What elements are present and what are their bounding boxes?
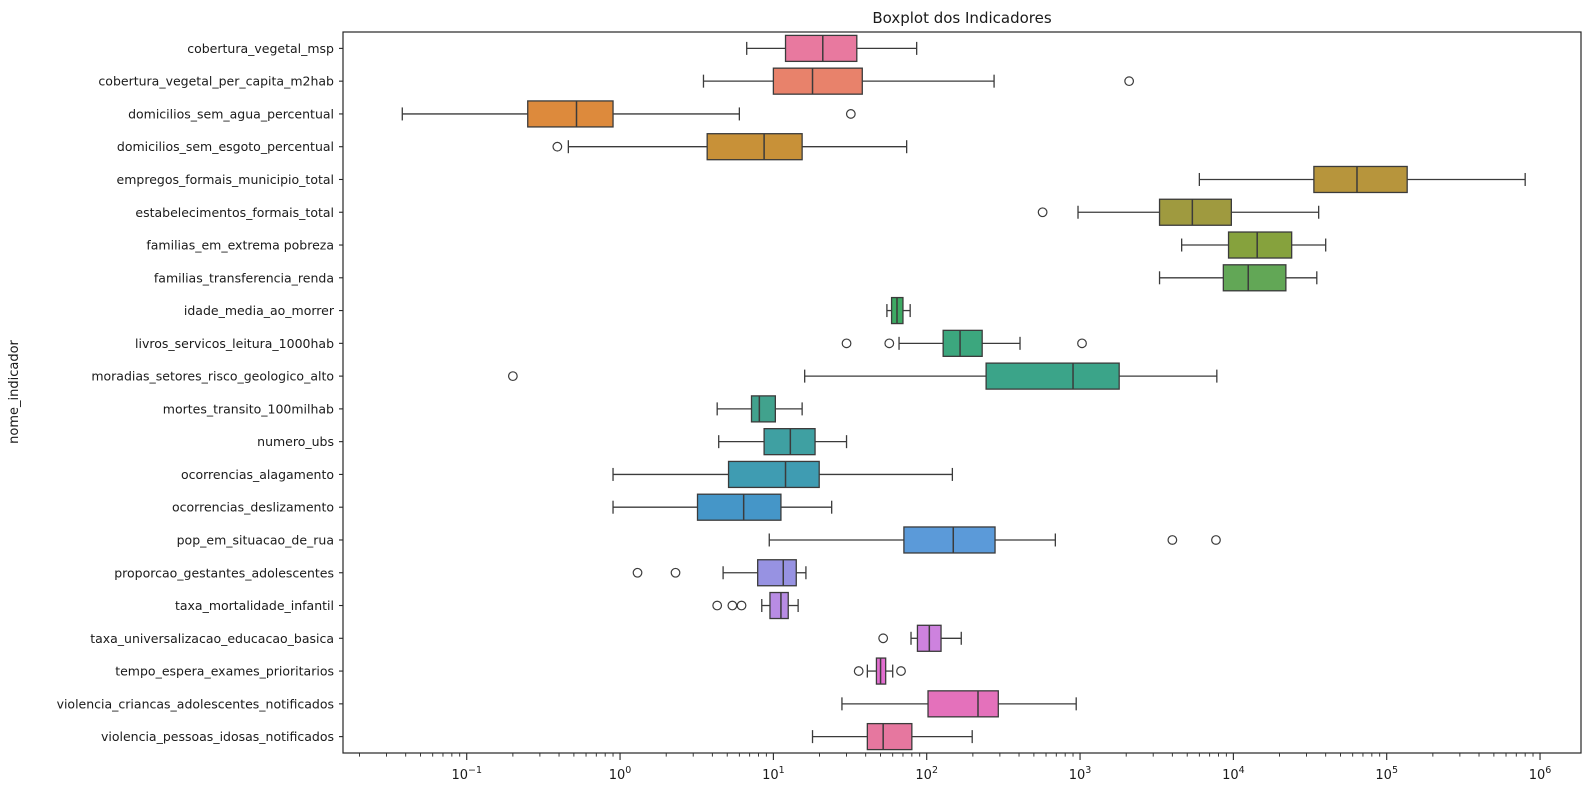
- x-tick-exponent: 6: [1545, 765, 1551, 776]
- chart-title: Boxplot dos Indicadores: [872, 9, 1052, 27]
- box-ocorrencias_alagamento: [727, 460, 820, 489]
- x-tick-label: 102: [915, 765, 938, 783]
- x-tick-exponent: 2: [932, 765, 938, 776]
- y-tick-label: domicilios_sem_esgoto_percentual: [117, 139, 334, 154]
- box-cobertura_vegetal_msp: [784, 34, 858, 63]
- y-tick-label: pop_em_situacao_de_rua: [177, 532, 334, 547]
- y-tick-label: ocorrencias_deslizamento: [172, 500, 334, 515]
- outlier-point: [1211, 535, 1221, 545]
- y-tick-label: proporcao_gestantes_adolescentes: [114, 565, 334, 580]
- x-tick-exponent: 0: [625, 765, 631, 776]
- x-tick-label: 10−1: [451, 765, 482, 783]
- x-tick-exponent: −1: [468, 765, 482, 776]
- y-tick-label: idade_media_ao_morrer: [184, 303, 335, 318]
- outlier-point: [670, 567, 681, 578]
- y-tick-label: numero_ubs: [257, 434, 334, 449]
- y-tick-label: familias_em_extrema pobreza: [146, 238, 334, 253]
- y-tick-label: taxa_mortalidade_infantil: [175, 598, 334, 613]
- y-tick-label: violencia_pessoas_idosas_notificados: [101, 729, 334, 744]
- plot-area: 10−1 100 101 102 103 104 105 106cobertura_veget…: [57, 31, 1582, 783]
- x-tick-label: 100: [609, 765, 632, 783]
- y-axis-label: nome_indicador: [7, 339, 22, 443]
- outlier-point: [845, 109, 856, 119]
- outlier-point: [736, 600, 747, 611]
- box-livros_servicos_leitura_1000hab: [942, 329, 983, 357]
- box-mortes_transito_100milhab: [750, 395, 776, 423]
- plot-frame: [342, 31, 1582, 754]
- box-violencia_criancas_adolescentes_notificados: [927, 690, 999, 718]
- outlier-point: [896, 666, 906, 676]
- box-moradias_setores_risco_geologico_alto: [985, 362, 1120, 390]
- box-proporcao_gestantes_adolescentes: [757, 559, 797, 587]
- y-tick-label: moradias_setores_risco_geologico_alto: [91, 369, 334, 384]
- box-domicilios_sem_esgoto_percentual: [706, 133, 803, 161]
- outlier-point: [884, 338, 895, 349]
- box-familias_transferencia_renda: [1222, 264, 1287, 292]
- outlier-point: [552, 141, 563, 152]
- outlier-point: [727, 600, 738, 611]
- outlier-point: [1167, 535, 1178, 545]
- outlier-point: [507, 371, 518, 382]
- outlier-point: [1124, 76, 1135, 87]
- outlier-point: [853, 666, 864, 676]
- box-estabelecimentos_formais_total: [1158, 198, 1232, 226]
- outlier-point: [878, 633, 889, 644]
- x-tick-label: 104: [1222, 765, 1245, 783]
- x-tick-label: 103: [1069, 765, 1092, 783]
- outlier-point: [841, 338, 852, 349]
- x-tick-label: 105: [1375, 765, 1398, 783]
- box-numero_ubs: [763, 428, 816, 456]
- y-tick-label: tempo_espera_exames_prioritarios: [115, 664, 334, 679]
- x-tick-exponent: 5: [1392, 765, 1398, 776]
- box-cobertura_vegetal_per_capita_m2hab: [772, 67, 863, 95]
- box-familias_em_extrema pobreza: [1227, 231, 1293, 259]
- y-tick-label: ocorrencias_alagamento: [181, 467, 334, 482]
- y-tick-label: domicilios_sem_agua_percentual: [128, 106, 334, 121]
- y-tick-label: livros_servicos_leitura_1000hab: [135, 336, 334, 351]
- y-tick-label: taxa_universalizacao_educacao_basica: [90, 631, 334, 646]
- y-tick-label: cobertura_vegetal_msp: [187, 41, 334, 56]
- outlier-point: [1077, 338, 1087, 349]
- outlier-point: [712, 600, 723, 611]
- box-empregos_formais_municipio_total: [1313, 165, 1408, 194]
- box-ocorrencias_deslizamento: [696, 493, 782, 521]
- x-tick-exponent: 1: [779, 765, 785, 776]
- box-pop_em_situacao_de_rua: [903, 526, 996, 554]
- x-tick-exponent: 4: [1239, 765, 1245, 776]
- y-tick-label: cobertura_vegetal_per_capita_m2hab: [98, 74, 334, 89]
- y-tick-label: mortes_transito_100milhab: [163, 401, 334, 416]
- y-tick-label: estabelecimentos_formais_total: [135, 205, 334, 220]
- box-taxa_mortalidade_infantil: [769, 591, 789, 620]
- outlier-point: [1037, 207, 1048, 218]
- box-domicilios_sem_agua_percentual: [527, 100, 614, 128]
- y-tick-label: empregos_formais_municipio_total: [117, 172, 334, 187]
- y-tick-label: familias_transferencia_renda: [154, 270, 334, 285]
- x-tick-exponent: 3: [1085, 765, 1091, 776]
- x-tick-label: 106: [1529, 765, 1552, 783]
- box-violencia_pessoas_idosas_notificados: [866, 722, 913, 751]
- outlier-point: [632, 567, 643, 578]
- y-tick-label: violencia_criancas_adolescentes_notifica…: [57, 696, 334, 711]
- x-tick-label: 101: [762, 765, 785, 783]
